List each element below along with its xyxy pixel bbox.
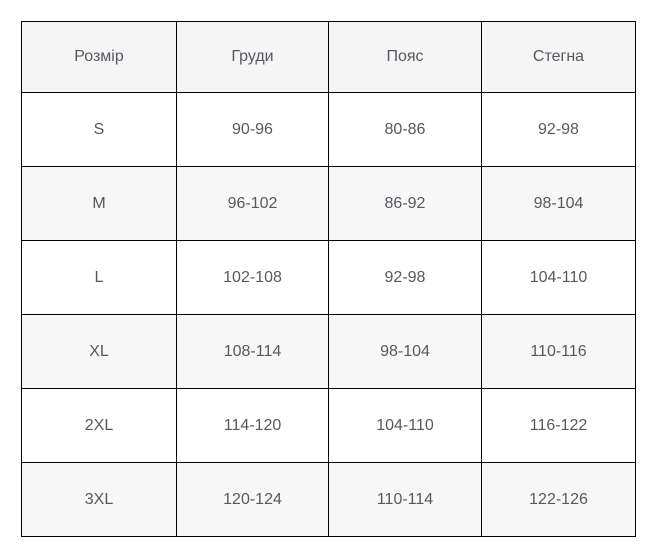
size-cell: S [21,92,177,167]
chest-cell: 108-114 [176,314,329,389]
chest-cell: 96-102 [176,166,329,241]
hips-cell: 110-116 [481,314,636,389]
size-cell: 3XL [21,462,177,537]
hips-cell: 104-110 [481,240,636,315]
table-row-l: L 102-108 92-98 104-110 [21,240,636,315]
waist-cell: 92-98 [328,240,482,315]
size-cell: L [21,240,177,315]
hips-cell: 98-104 [481,166,636,241]
col-header-size: Розмір [21,21,177,93]
col-header-waist: Пояс [328,21,482,93]
table-row-xl: XL 108-114 98-104 110-116 [21,314,636,389]
table-row-3xl: 3XL 120-124 110-114 122-126 [21,462,636,537]
table-row-m: M 96-102 86-92 98-104 [21,166,636,241]
table-row-2xl: 2XL 114-120 104-110 116-122 [21,388,636,463]
waist-cell: 98-104 [328,314,482,389]
header-row: Розмір Груди Пояс Стегна [21,21,636,93]
col-header-hips: Стегна [481,21,636,93]
waist-cell: 110-114 [328,462,482,537]
size-cell: XL [21,314,177,389]
hips-cell: 122-126 [481,462,636,537]
col-header-chest: Груди [176,21,329,93]
waist-cell: 86-92 [328,166,482,241]
table-row-s: S 90-96 80-86 92-98 [21,92,636,167]
chest-cell: 102-108 [176,240,329,315]
chest-cell: 114-120 [176,388,329,463]
size-cell: 2XL [21,388,177,463]
size-chart-table: Розмір Груди Пояс Стегна S 90-96 80-86 9… [21,21,636,537]
hips-cell: 116-122 [481,388,636,463]
hips-cell: 92-98 [481,92,636,167]
waist-cell: 104-110 [328,388,482,463]
chest-cell: 90-96 [176,92,329,167]
size-cell: M [21,166,177,241]
waist-cell: 80-86 [328,92,482,167]
chest-cell: 120-124 [176,462,329,537]
